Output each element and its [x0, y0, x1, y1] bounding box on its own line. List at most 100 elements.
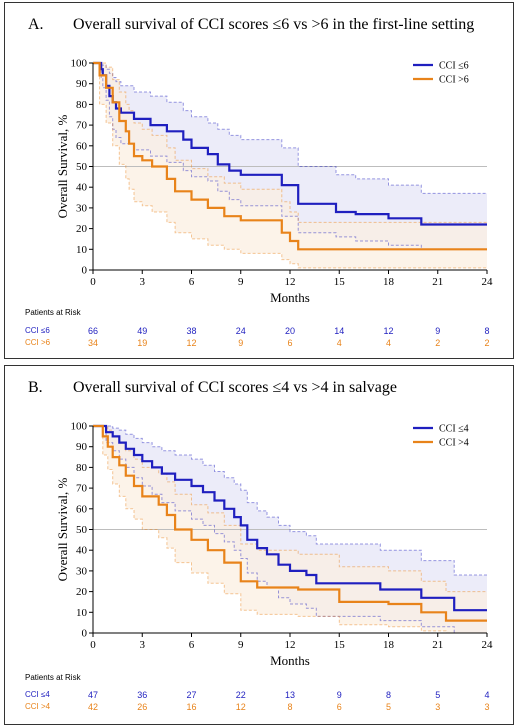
- risk-count: 5: [435, 690, 441, 700]
- y-tick-label: 100: [71, 58, 88, 70]
- legend-label: CCI ≤6: [439, 61, 469, 72]
- y-tick-label: 0: [82, 265, 88, 277]
- y-tick-label: 90: [76, 78, 88, 90]
- survival-curve: [93, 424, 487, 622]
- y-tick-label: 80: [76, 99, 88, 111]
- x-tick-label: 18: [383, 276, 395, 288]
- risk-count: 8: [385, 690, 392, 700]
- risk-count: 2: [435, 338, 441, 348]
- x-tick-label: 3: [140, 276, 146, 288]
- x-tick-label: 0: [90, 639, 96, 651]
- chart-title: Overall survival of CCI scores ≤4 vs >4 …: [73, 379, 397, 396]
- panel-b: B. Overall survival of CCI scores ≤4 vs …: [4, 365, 514, 725]
- y-tick-label: 70: [76, 483, 88, 495]
- confidence-bound-line: [93, 425, 487, 634]
- x-tick-label: 15: [334, 639, 346, 651]
- x-tick-label: 24: [482, 276, 494, 288]
- risk-count: 24: [235, 326, 246, 336]
- risk-row-series2: CCI >6 34 19 12 9 6 4 4 2 2: [5, 338, 515, 350]
- risk-count: 3: [484, 702, 490, 712]
- x-tick-label: 6: [189, 639, 195, 651]
- y-tick-label: 20: [76, 586, 88, 598]
- risk-row-series2: CCI >4 42 26 16 12 8 6 5 3 3: [5, 702, 515, 714]
- risk-count: 2: [484, 338, 490, 348]
- survival-curve: [93, 424, 487, 612]
- risk-count: 36: [137, 690, 148, 700]
- y-tick-label: 40: [76, 182, 88, 194]
- risk-count: 9: [336, 690, 342, 700]
- x-tick-label: 24: [482, 639, 494, 651]
- x-tick-label: 12: [285, 639, 296, 651]
- risk-count: 8: [287, 702, 293, 712]
- y-tick-label: 50: [76, 161, 88, 173]
- risk-count: 42: [87, 702, 99, 712]
- risk-row-label: CCI >4: [25, 702, 51, 711]
- confidence-bound-line: [93, 425, 487, 576]
- survival-curve: [93, 61, 487, 251]
- y-tick-label: 10: [76, 244, 88, 256]
- confidence-band: [93, 63, 487, 268]
- risk-count: 12: [383, 326, 394, 336]
- risk-row-series1: CCI ≤6 66 49 38 24 20 14 12 9 8: [5, 326, 515, 338]
- risk-count: 8: [484, 326, 490, 336]
- y-tick-label: 100: [71, 421, 88, 433]
- panel-letter: A.: [28, 16, 44, 33]
- survival-chart-b: 0 10 20 30 40 50 60 70 80 90 100 0 3 6 9 12 15 18 21 24 Mont…: [55, 421, 494, 669]
- risk-count: 4: [484, 690, 490, 700]
- risk-count: 47: [87, 690, 99, 700]
- panel-a: A. Overall survival of CCI scores ≤6 vs …: [4, 2, 514, 359]
- x-tick-label: 0: [90, 276, 96, 288]
- y-tick-label: 30: [76, 565, 88, 577]
- risk-count: 3: [435, 702, 441, 712]
- risk-table-title: Patients at Risk: [25, 673, 81, 682]
- confidence-bound-line: [93, 62, 487, 194]
- risk-count: 4: [385, 338, 392, 348]
- risk-count: 26: [137, 702, 148, 712]
- risk-count: 6: [287, 338, 293, 348]
- y-tick-label: 50: [76, 524, 88, 536]
- survival-curve: [93, 61, 487, 226]
- risk-count: 38: [186, 326, 197, 336]
- y-tick-label: 60: [76, 503, 88, 515]
- x-tick-label: 6: [189, 276, 195, 288]
- y-tick-label: 80: [76, 462, 88, 474]
- confidence-band: [93, 426, 487, 633]
- risk-count: 9: [435, 326, 441, 336]
- risk-count: 34: [87, 338, 99, 348]
- risk-count: 27: [186, 690, 197, 700]
- risk-count: 9: [238, 338, 244, 348]
- confidence-bound-line: [93, 425, 487, 634]
- chart-title: Overall survival of CCI scores ≤6 vs >6 …: [73, 16, 475, 33]
- risk-count: 66: [87, 326, 99, 336]
- y-axis-label: Overall Survival, %: [55, 115, 70, 219]
- x-tick-label: 18: [383, 639, 395, 651]
- confidence-bound-line: [93, 62, 487, 250]
- y-axis-label: Overall Survival, %: [55, 478, 70, 582]
- x-axis-label: Months: [270, 653, 310, 668]
- risk-count: 19: [137, 338, 148, 348]
- panel-letter: B.: [28, 379, 43, 396]
- confidence-bound-line: [93, 62, 487, 269]
- survival-chart-a: 0 10 20 30 40 50 60 70 80 90 100 0 3 6 9 12 15 18 21 24 Mont…: [55, 58, 494, 306]
- risk-count: 22: [235, 690, 246, 700]
- risk-row-label: CCI ≤4: [25, 690, 50, 699]
- risk-count: 13: [284, 690, 296, 700]
- y-tick-label: 70: [76, 120, 88, 132]
- x-tick-label: 15: [334, 276, 346, 288]
- x-tick-label: 21: [432, 639, 443, 651]
- risk-count: 12: [186, 338, 197, 348]
- y-tick-label: 30: [76, 202, 88, 214]
- y-tick-label: 90: [76, 441, 88, 453]
- risk-row-series1: CCI ≤4 47 36 27 22 13 9 8 5 4: [5, 690, 515, 702]
- legend-label: CCI >4: [439, 438, 469, 449]
- risk-count: 16: [186, 702, 197, 712]
- risk-count: 49: [137, 326, 148, 336]
- y-tick-label: 0: [82, 628, 88, 640]
- risk-table-title: Patients at Risk: [25, 308, 81, 317]
- x-tick-label: 9: [238, 276, 244, 288]
- y-tick-label: 10: [76, 607, 88, 619]
- x-axis-label: Months: [270, 290, 310, 305]
- risk-row-label: CCI ≤6: [25, 326, 50, 335]
- risk-row-label: CCI >6: [25, 338, 51, 347]
- risk-count: 4: [336, 338, 342, 348]
